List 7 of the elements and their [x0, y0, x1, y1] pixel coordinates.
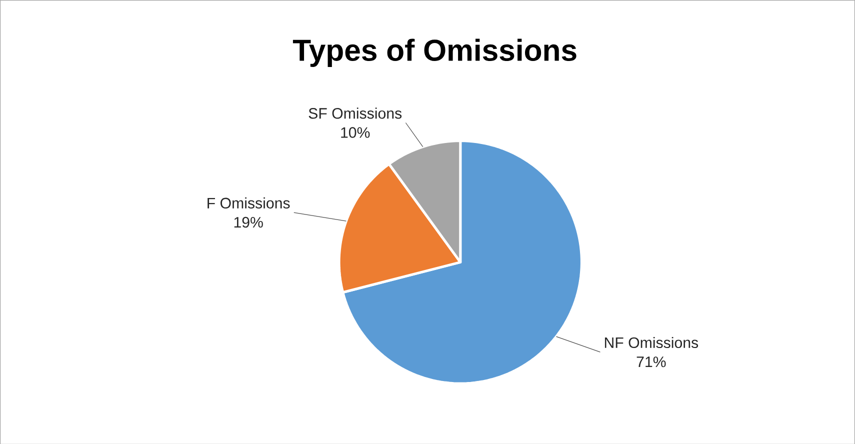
data-label: 10% [341, 126, 370, 138]
chart-title: Types of Omissions [292, 38, 576, 67]
data-label: 19% [234, 216, 263, 228]
slice-label: NF Omissions [604, 336, 698, 348]
slice-label: F Omissions [208, 197, 290, 208]
data-label: 71% [636, 356, 666, 367]
slice-label: SF Omissions [308, 107, 402, 118]
